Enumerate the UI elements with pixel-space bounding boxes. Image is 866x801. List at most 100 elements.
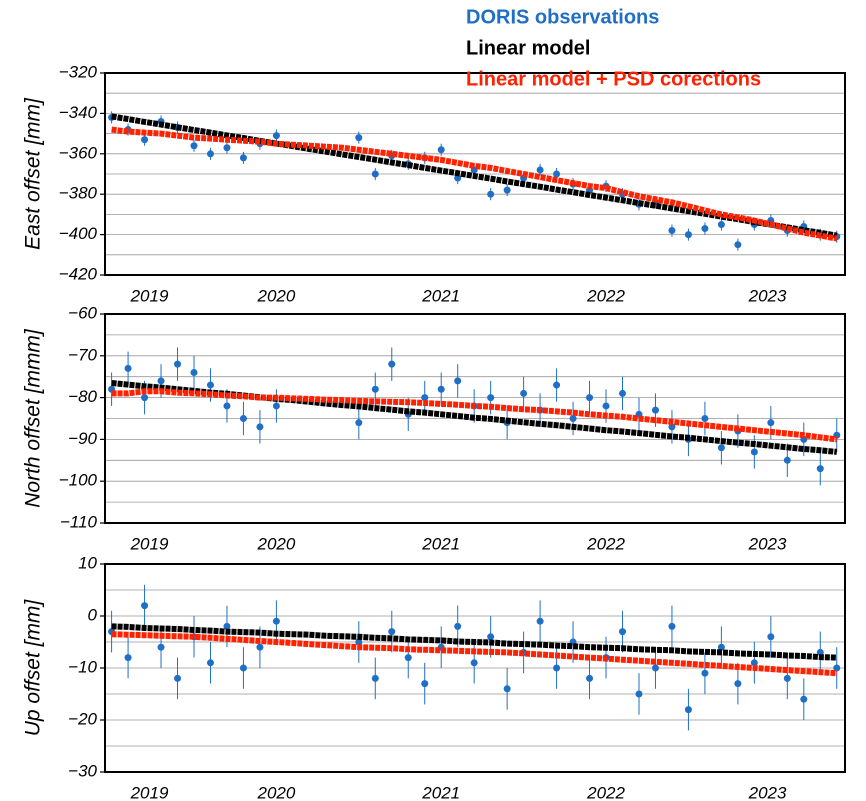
observation-point <box>421 394 429 402</box>
y-tick-label: −60 <box>68 303 97 322</box>
observation-point <box>388 628 396 636</box>
observation-point <box>701 669 709 677</box>
observation-point <box>586 674 594 682</box>
x-tick-label: 2019 <box>130 783 169 801</box>
observation-point <box>586 394 594 402</box>
observation-point <box>750 448 758 456</box>
observation-point <box>767 633 775 641</box>
observation-point <box>602 402 610 410</box>
y-tick-label: −420 <box>59 264 98 283</box>
observation-point <box>124 364 132 372</box>
observation-point <box>437 146 445 154</box>
observation-point <box>717 444 725 452</box>
y-axis-label: North offset [mmm] <box>22 328 45 508</box>
observation-point <box>668 622 676 630</box>
x-tick-label: 2019 <box>130 286 169 305</box>
plot-frame <box>104 72 846 276</box>
y-tick-label: 10 <box>78 553 97 572</box>
y-tick-label: −10 <box>68 657 97 676</box>
observation-point <box>272 617 280 625</box>
x-tick-label: 2022 <box>586 783 625 801</box>
x-tick-label: 2023 <box>748 534 787 553</box>
observation-point <box>833 431 841 439</box>
observation-point <box>503 186 511 194</box>
legend-entry: Linear model + PSD corections <box>466 68 761 90</box>
observation-point <box>717 221 725 228</box>
observation-point <box>454 377 462 385</box>
observation-point <box>174 360 182 368</box>
observation-point <box>239 415 247 422</box>
observation-point <box>256 423 264 431</box>
observation-point <box>141 394 149 402</box>
observation-point <box>668 227 676 235</box>
observation-point <box>421 680 429 688</box>
observation-point <box>553 381 561 389</box>
observation-point <box>256 643 264 651</box>
model-line <box>111 113 838 239</box>
plot-area <box>108 584 841 731</box>
plot-area <box>108 347 841 486</box>
x-tick-label: 2021 <box>421 783 460 801</box>
observation-point <box>141 136 149 144</box>
y-tick-label: 0 <box>88 605 98 624</box>
observation-point <box>239 154 247 162</box>
legend-entry: Linear model <box>466 37 590 59</box>
observation-point <box>404 654 412 662</box>
x-tick-label: 2020 <box>256 286 295 305</box>
observation-point <box>520 389 528 397</box>
observation-point <box>355 134 363 142</box>
observation-point <box>800 695 808 703</box>
observation-point <box>190 142 198 150</box>
observation-point <box>717 643 725 651</box>
y-tick-label: −30 <box>68 761 97 780</box>
plot-area <box>108 111 841 251</box>
observation-point <box>553 170 561 178</box>
observation-point <box>272 402 280 410</box>
x-tick-label: 2023 <box>748 783 787 801</box>
observation-point <box>619 389 627 397</box>
observation-point <box>750 659 758 667</box>
observation-point <box>684 706 692 714</box>
observation-point <box>701 225 709 233</box>
model-line <box>111 631 837 677</box>
y-tick-label: −380 <box>59 184 98 203</box>
plot-frame <box>104 313 846 524</box>
observation-point <box>734 680 742 688</box>
observation-point <box>388 360 396 368</box>
observation-point <box>223 144 231 152</box>
observation-point <box>272 132 280 140</box>
model-line <box>111 388 838 443</box>
y-tick-label: −110 <box>60 512 98 531</box>
y-tick-label: −100 <box>59 471 98 490</box>
observation-point <box>783 456 791 464</box>
observation-point <box>206 150 214 158</box>
observation-point <box>684 231 692 239</box>
observation-point <box>503 685 511 693</box>
observation-point <box>454 622 462 630</box>
observation-point <box>157 377 165 385</box>
observation-point <box>223 622 231 630</box>
observation-point <box>174 674 182 682</box>
observation-point <box>190 369 198 377</box>
y-tick-label: −20 <box>68 709 97 728</box>
observation-point <box>437 385 445 393</box>
observation-point <box>371 170 379 178</box>
observation-point <box>734 241 742 249</box>
y-tick-label: −70 <box>68 345 97 364</box>
observation-point <box>701 415 709 422</box>
observation-point <box>816 465 824 473</box>
observation-point <box>816 648 824 656</box>
x-tick-label: 2023 <box>748 286 787 305</box>
observation-point <box>141 602 149 610</box>
x-tick-label: 2022 <box>586 534 625 553</box>
observation-point <box>569 415 577 422</box>
observation-point <box>157 643 165 651</box>
legend-entry: DORIS observations <box>466 6 659 28</box>
x-tick-label: 2019 <box>130 534 169 553</box>
observation-point <box>371 674 379 682</box>
observation-point <box>355 419 363 427</box>
observation-point <box>783 674 791 682</box>
observation-point <box>635 690 643 698</box>
observation-point <box>668 423 676 431</box>
